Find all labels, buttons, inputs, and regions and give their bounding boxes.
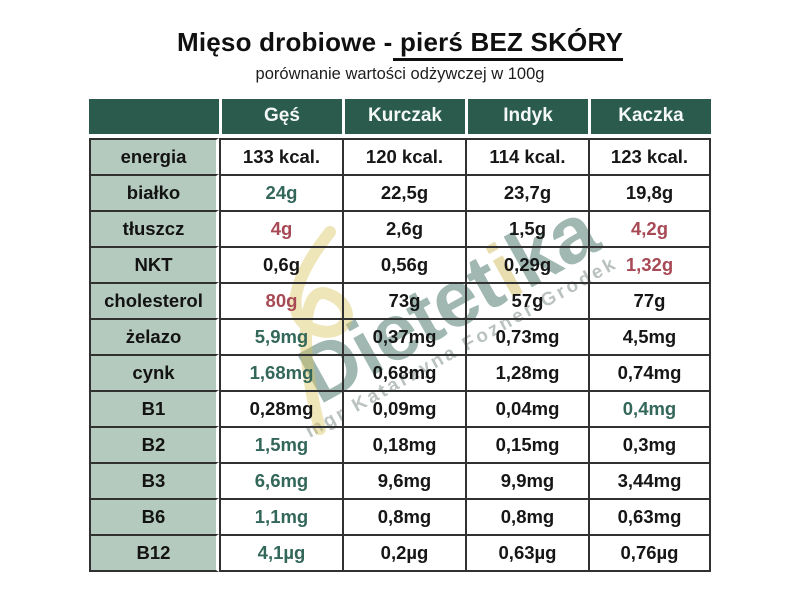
value-cell: 114 kcal. [465,138,588,174]
row-label: B12 [89,534,219,572]
value-cell: 4,1µg [219,534,342,572]
value-cell: 133 kcal. [219,138,342,174]
corner-cell [89,99,219,138]
value-cell: 0,8mg [465,498,588,534]
value-cell: 1,1mg [219,498,342,534]
value-cell: 0,74mg [588,354,711,390]
value-cell: 23,7g [465,174,588,210]
value-cell: 1,5mg [219,426,342,462]
table-row: B2 1,5mg 0,18mg 0,15mg 0,3mg [89,426,711,462]
value-cell: 0,3mg [588,426,711,462]
table-row: żelazo 5,9mg 0,37mg 0,73mg 4,5mg [89,318,711,354]
value-cell: 0,15mg [465,426,588,462]
value-cell: 0,29g [465,246,588,282]
row-label: B2 [89,426,219,462]
table-row: cynk 1,68mg 0,68mg 1,28mg 0,74mg [89,354,711,390]
value-cell: 123 kcal. [588,138,711,174]
value-cell: 0,6g [219,246,342,282]
table-row: B12 4,1µg 0,2µg 0,63µg 0,76µg [89,534,711,572]
row-label: B1 [89,390,219,426]
table-row: B1 0,28mg 0,09mg 0,04mg 0,4mg [89,390,711,426]
page-title: Mięso drobiowe - pierś BEZ SKÓRY [0,0,800,61]
column-header: Gęś [219,99,342,138]
value-cell: 0,28mg [219,390,342,426]
value-cell: 0,4mg [588,390,711,426]
value-cell: 77g [588,282,711,318]
row-label: B3 [89,462,219,498]
value-cell: 0,18mg [342,426,465,462]
value-cell: 0,68mg [342,354,465,390]
value-cell: 80g [219,282,342,318]
value-cell: 57g [465,282,588,318]
value-cell: 1,68mg [219,354,342,390]
row-label: cynk [89,354,219,390]
title-underline: pierś BEZ SKÓRY [392,27,624,61]
value-cell: 0,63mg [588,498,711,534]
value-cell: 22,5g [342,174,465,210]
value-cell: 0,8mg [342,498,465,534]
value-cell: 9,6mg [342,462,465,498]
header-row: Gęś Kurczak Indyk Kaczka [89,99,711,138]
value-cell: 5,9mg [219,318,342,354]
table-row: NKT 0,6g 0,56g 0,29g 1,32g [89,246,711,282]
row-label: cholesterol [89,282,219,318]
value-cell: 0,56g [342,246,465,282]
value-cell: 2,6g [342,210,465,246]
value-cell: 4g [219,210,342,246]
table-row: tłuszcz 4g 2,6g 1,5g 4,2g [89,210,711,246]
value-cell: 1,5g [465,210,588,246]
row-label: tłuszcz [89,210,219,246]
value-cell: 0,63µg [465,534,588,572]
row-label: B6 [89,498,219,534]
value-cell: 0,09mg [342,390,465,426]
title-prefix: Mięso drobiowe - [176,27,393,57]
value-cell: 4,5mg [588,318,711,354]
value-cell: 73g [342,282,465,318]
table-row: B6 1,1mg 0,8mg 0,8mg 0,63mg [89,498,711,534]
value-cell: 120 kcal. [342,138,465,174]
value-cell: 9,9mg [465,462,588,498]
row-label: białko [89,174,219,210]
row-label: NKT [89,246,219,282]
column-header: Indyk [465,99,588,138]
column-header: Kurczak [342,99,465,138]
value-cell: 19,8g [588,174,711,210]
row-label: żelazo [89,318,219,354]
value-cell: 6,6mg [219,462,342,498]
value-cell: 3,44mg [588,462,711,498]
nutrition-table: Gęś Kurczak Indyk Kaczka energia 133 kcal. 120… [89,99,711,572]
value-cell: 0,04mg [465,390,588,426]
column-header: Kaczka [588,99,711,138]
value-cell: 1,32g [588,246,711,282]
value-cell: 0,73mg [465,318,588,354]
value-cell: 4,2g [588,210,711,246]
value-cell: 0,37mg [342,318,465,354]
table-row: B3 6,6mg 9,6mg 9,9mg 3,44mg [89,462,711,498]
table-row: cholesterol 80g 73g 57g 77g [89,282,711,318]
value-cell: 0,2µg [342,534,465,572]
value-cell: 0,76µg [588,534,711,572]
row-label: energia [89,138,219,174]
table-row: energia 133 kcal. 120 kcal. 114 kcal. 123 kc… [89,138,711,174]
page-subtitle: porównanie wartości odżywczej w 100g [255,65,545,83]
value-cell: 24g [219,174,342,210]
table-row: białko 24g 22,5g 23,7g 19,8g [89,174,711,210]
value-cell: 1,28mg [465,354,588,390]
table-zone: Gęś Kurczak Indyk Kaczka energia 133 kcal. 120… [89,99,711,572]
